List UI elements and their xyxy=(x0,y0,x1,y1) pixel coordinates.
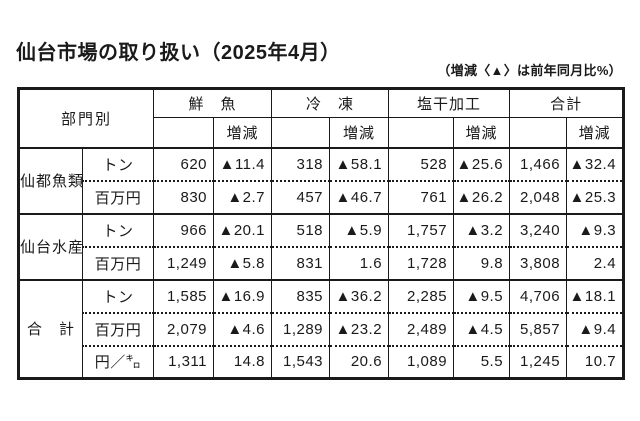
table-cell: 2,285 xyxy=(388,278,455,313)
unit-cell: トン xyxy=(81,146,155,181)
table-row: 合 計 トン 1,585 ▲16.9 835 ▲36.2 2,285 ▲9.5 … xyxy=(18,278,625,379)
table-cell: 5.5 xyxy=(453,344,511,379)
corner-header: 部門別 xyxy=(17,88,155,148)
delta-header-fresh-fish: 増減 xyxy=(213,117,273,148)
table-row: 百万円 830 ▲2.7 457 ▲46.7 761 ▲26.2 2,048 ▲… xyxy=(19,179,625,214)
table-row: 仙都魚類 トン 620 ▲11.4 318 ▲58.1 528 ▲25.6 1,… xyxy=(18,146,625,214)
table-cell: 2,079 xyxy=(153,311,215,346)
table-cell: ▲16.9 xyxy=(213,278,273,313)
table-cell: ▲23.2 xyxy=(329,311,390,346)
table-cell: ▲9.3 xyxy=(566,212,625,247)
market-table: 部門別 鮮 魚 冷 凍 塩干加工 合計 増減 増減 増減 増減 仙都魚類 トン … xyxy=(17,87,626,380)
table-cell: 966 xyxy=(153,212,215,247)
table-cell: 1,245 xyxy=(509,344,568,379)
table-cell: ▲58.1 xyxy=(329,146,390,181)
table-row: 仙台水産 トン 966 ▲20.1 518 ▲5.9 1,757 ▲3.2 3,… xyxy=(18,212,625,280)
group-header-fresh-fish: 鮮 魚 xyxy=(153,88,273,118)
table-cell: 2,489 xyxy=(388,311,455,346)
table-cell: ▲4.6 xyxy=(213,311,273,346)
table-cell: ▲4.5 xyxy=(453,311,511,346)
table-cell: 761 xyxy=(388,179,455,214)
table-cell: 10.7 xyxy=(566,344,625,379)
unit-cell: 円／㌔ xyxy=(81,344,155,379)
legend-note: （増減〈▲〉は前年同月比%） xyxy=(437,63,622,78)
unit-cell: トン xyxy=(81,278,155,313)
table-cell: 5,857 xyxy=(509,311,568,346)
table-cell: ▲9.5 xyxy=(453,278,511,313)
row-group-label-sendo-gyorui: 仙都魚類 xyxy=(18,146,83,214)
table-cell: 518 xyxy=(271,212,331,247)
table-cell: 1.6 xyxy=(329,245,390,280)
table-cell: ▲36.2 xyxy=(329,278,390,313)
table-cell: 1,757 xyxy=(388,212,455,247)
unit-cell: 百万円 xyxy=(81,245,155,280)
table-cell: ▲25.3 xyxy=(566,179,625,214)
table-cell: ▲20.1 xyxy=(213,212,273,247)
table-cell: 528 xyxy=(388,146,455,181)
delta-header-total: 増減 xyxy=(566,117,625,148)
table-cell: ▲5.9 xyxy=(329,212,390,247)
table-cell: ▲11.4 xyxy=(213,146,273,181)
group-subcell-filler xyxy=(271,117,331,148)
table-cell: 20.6 xyxy=(329,344,390,379)
table-cell: 4,706 xyxy=(509,278,568,313)
group-subcell-filler xyxy=(509,117,568,148)
delta-header-frozen: 増減 xyxy=(329,117,390,148)
table-cell: ▲3.2 xyxy=(453,212,511,247)
table-cell: ▲25.6 xyxy=(453,146,511,181)
table-cell: 835 xyxy=(271,278,331,313)
table-cell: 1,585 xyxy=(153,278,215,313)
row-group-label-total: 合 計 xyxy=(18,278,83,379)
group-header-salted-dried: 塩干加工 xyxy=(388,88,511,118)
table-cell: 1,466 xyxy=(509,146,568,181)
table-cell: ▲18.1 xyxy=(566,278,625,313)
table-row: 円／㌔ 1,311 14.8 1,543 20.6 1,089 5.5 1,24… xyxy=(19,344,625,379)
header-row-delta: 増減 増減 増減 増減 xyxy=(19,117,625,148)
group-subcell-filler xyxy=(153,117,215,148)
delta-header-salted-dried: 増減 xyxy=(453,117,511,148)
table-cell: ▲9.4 xyxy=(566,311,625,346)
table-cell: 3,240 xyxy=(509,212,568,247)
row-group-label-sendai-suisan: 仙台水産 xyxy=(18,212,83,280)
table-cell: 1,311 xyxy=(153,344,215,379)
group-subcell-filler xyxy=(388,117,455,148)
table-cell: 2,048 xyxy=(509,179,568,214)
table-cell: 830 xyxy=(153,179,215,214)
unit-cell: 百万円 xyxy=(81,311,155,346)
table-cell: ▲2.7 xyxy=(213,179,273,214)
table-cell: 14.8 xyxy=(213,344,273,379)
table-cell: 1,249 xyxy=(153,245,215,280)
table-cell: 831 xyxy=(271,245,331,280)
table-cell: ▲46.7 xyxy=(329,179,390,214)
header-row-groups: 部門別 鮮 魚 冷 凍 塩干加工 合計 xyxy=(17,88,625,148)
table-cell: 1,089 xyxy=(388,344,455,379)
table-row: 百万円 1,249 ▲5.8 831 1.6 1,728 9.8 3,808 2… xyxy=(19,245,625,280)
table-cell: 318 xyxy=(271,146,331,181)
unit-cell: 百万円 xyxy=(81,179,155,214)
group-header-frozen: 冷 凍 xyxy=(271,88,390,118)
table-cell: 620 xyxy=(153,146,215,181)
table-cell: 1,728 xyxy=(388,245,455,280)
page-title: 仙台市場の取り扱い（2025年4月） xyxy=(16,42,341,64)
table-cell: 1,543 xyxy=(271,344,331,379)
table-cell: ▲26.2 xyxy=(453,179,511,214)
table-cell: ▲5.8 xyxy=(213,245,273,280)
unit-cell: トン xyxy=(81,212,155,247)
table-cell: ▲32.4 xyxy=(566,146,625,181)
group-header-total: 合計 xyxy=(509,88,625,118)
table-cell: 3,808 xyxy=(509,245,568,280)
table-cell: 457 xyxy=(271,179,331,214)
table-cell: 9.8 xyxy=(453,245,511,280)
table-row: 百万円 2,079 ▲4.6 1,289 ▲23.2 2,489 ▲4.5 5,… xyxy=(19,311,625,346)
table-cell: 2.4 xyxy=(566,245,625,280)
table-cell: 1,289 xyxy=(271,311,331,346)
